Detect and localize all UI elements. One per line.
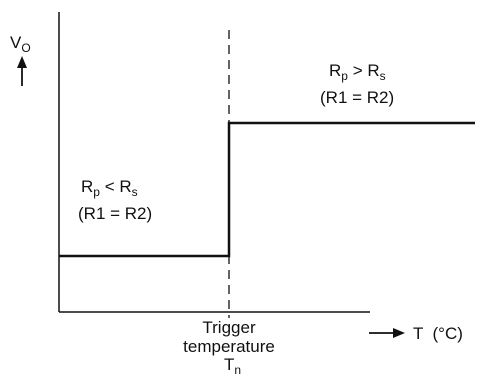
x-axis-arrow-icon	[369, 328, 405, 338]
y-axis-label: VO	[10, 33, 31, 55]
high-region-relation: Rp > Rs	[329, 61, 386, 83]
x-axis-label: T (°C)	[413, 324, 463, 343]
trigger-symbol: Tn	[224, 355, 241, 377]
output-step-curve	[59, 121, 475, 258]
trigger-label-line2: temperature	[183, 337, 275, 356]
high-region-note: (R1 = R2)	[320, 88, 394, 107]
low-region-relation: Rp < Rs	[81, 177, 138, 199]
trigger-label-line1: Trigger	[202, 318, 256, 337]
y-axis-arrow-icon	[17, 56, 27, 86]
low-region-note: (R1 = R2)	[78, 204, 152, 223]
